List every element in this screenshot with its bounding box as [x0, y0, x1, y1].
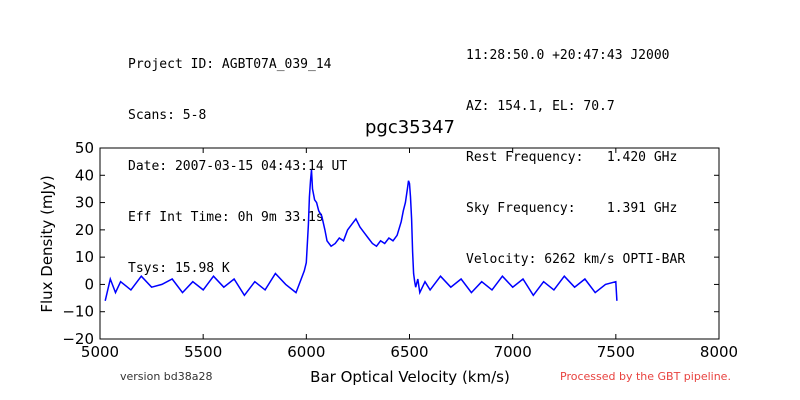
axis-ticks [99, 147, 720, 340]
system-temperature: Tsys: 15.98 K [128, 261, 230, 276]
y-tick-label: 50 [75, 139, 94, 157]
y-tick-label: 0 [84, 275, 94, 293]
x-tick-label: 5500 [184, 343, 222, 361]
y-tick-label: 20 [75, 221, 94, 239]
observation-date: Date: 2007-03-15 04:43:14 UT [128, 159, 348, 174]
y-tick-label: 40 [75, 166, 94, 184]
observation-info-left: Project ID: AGBT07A_039_14 Scans: 5-8 Da… [128, 22, 347, 311]
scans: Scans: 5-8 [128, 108, 207, 123]
x-tick-label: 6500 [390, 343, 428, 361]
observation-info-right: 11:28:50.0 +20:47:43 J2000 AZ: 154.1, EL… [466, 13, 685, 302]
spectrum-line [104, 169, 618, 301]
velocity: Velocity: 6262 km/s OPTI-BAR [466, 252, 686, 267]
sky-frequency: Sky Frequency: 1.391 GHz [466, 201, 678, 216]
y-axis-label: Flux Density (mJy) [38, 175, 56, 312]
x-tick-label: 5000 [81, 343, 119, 361]
plot-frame [99, 147, 720, 340]
y-tick-label: −10 [62, 303, 94, 321]
x-tick-label: 6000 [287, 343, 325, 361]
x-axis-label: Bar Optical Velocity (km/s) [310, 368, 510, 386]
y-tick-labels: −20 −10 0 10 20 30 40 50 [62, 139, 94, 348]
y-tick-label: −20 [62, 330, 94, 348]
x-tick-label: 7500 [597, 343, 635, 361]
chart-title: pgc35347 [365, 117, 455, 138]
version-label: version bd38a28 [120, 370, 213, 383]
y-tick-label: 10 [75, 248, 94, 266]
pipeline-note: Processed by the GBT pipeline. [560, 370, 731, 383]
x-tick-labels: 5000 5500 6000 6500 7000 7500 8000 [81, 343, 738, 361]
rest-frequency: Rest Frequency: 1.420 GHz [466, 150, 678, 165]
x-tick-label: 7000 [494, 343, 532, 361]
y-tick-label: 30 [75, 194, 94, 212]
azimuth-elevation: AZ: 154.1, EL: 70.7 [466, 99, 615, 114]
coordinates: 11:28:50.0 +20:47:43 J2000 [466, 48, 670, 63]
project-id: Project ID: AGBT07A_039_14 [128, 57, 332, 72]
x-tick-label: 8000 [700, 343, 738, 361]
integration-time: Eff Int Time: 0h 9m 33.1s [128, 210, 324, 225]
